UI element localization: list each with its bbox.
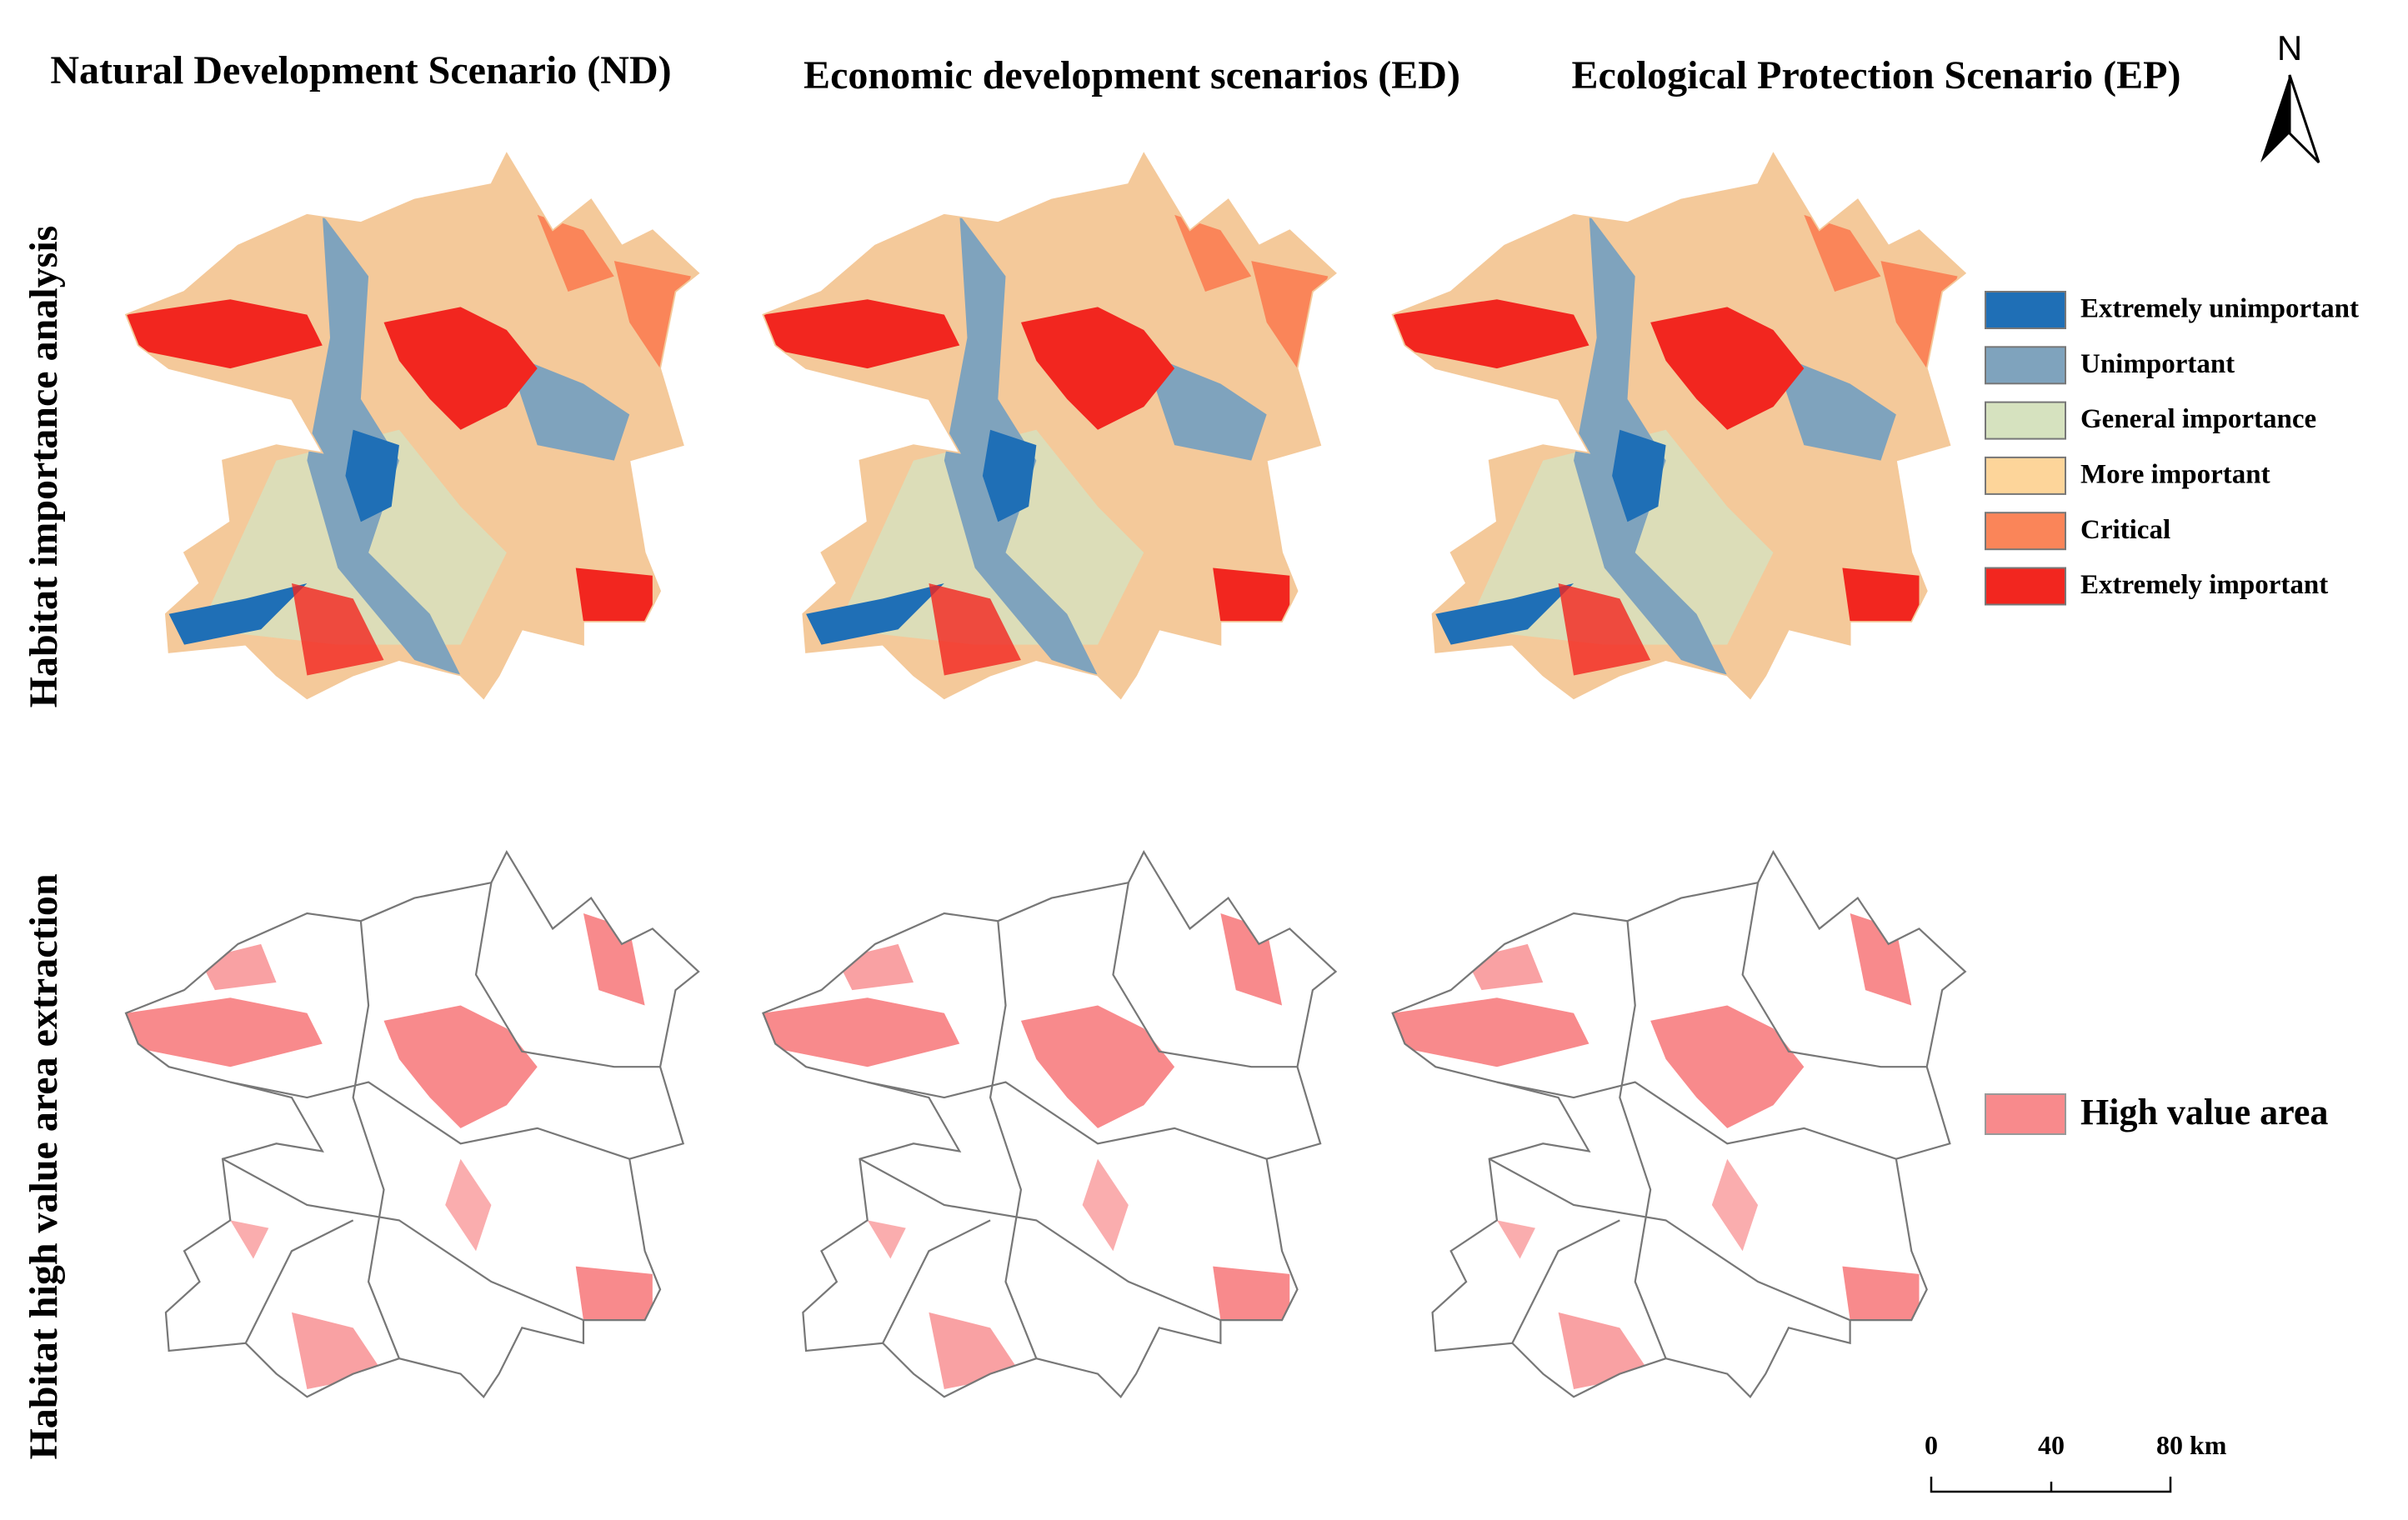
scale-label: 80 km [2156,1430,2227,1460]
legend-label: High value area [2080,1092,2328,1132]
column-title: Economic development scenarios (ED) [804,53,1460,98]
legend-swatch [1985,346,2066,385]
scale-bar: 0 40 80 km [1925,1430,2227,1493]
legend-label: Unimportant [2080,349,2235,379]
legend-swatch [1985,567,2066,606]
legend-swatch [1985,401,2066,440]
north-label: N [2277,28,2302,68]
row-label: Habitat importance analysis [22,226,66,708]
scale-label: 0 [1925,1430,1938,1460]
legend-label: More important [2080,459,2270,489]
high-value-map [1393,852,1965,1397]
legend-swatch [1985,291,2066,329]
legend-label: Critical [2080,515,2170,545]
column-title: Natural Development Scenario (ND) [50,48,671,92]
legend-swatch [1985,456,2066,495]
scale-label: 40 [2038,1430,2065,1460]
high-value-map [126,852,698,1397]
importance-map [1393,153,1965,698]
high-value-map [763,852,1335,1397]
legend-label: Extremely important [2080,570,2328,600]
maps [126,153,1965,1397]
importance-map [763,153,1335,698]
importance-map [126,153,698,698]
legend-swatch [1985,1093,2066,1135]
legend: Extremely unimportant Unimportant General … [1985,291,2359,606]
row-label: Habitat high value area extraction [22,873,66,1459]
legend-swatch [1985,512,2066,551]
column-title: Ecological Protection Scenario (EP) [1572,53,2181,98]
north-arrow: N [2260,28,2320,164]
legend-label: General importance [2080,404,2316,434]
legend-label: Extremely unimportant [2080,294,2359,324]
